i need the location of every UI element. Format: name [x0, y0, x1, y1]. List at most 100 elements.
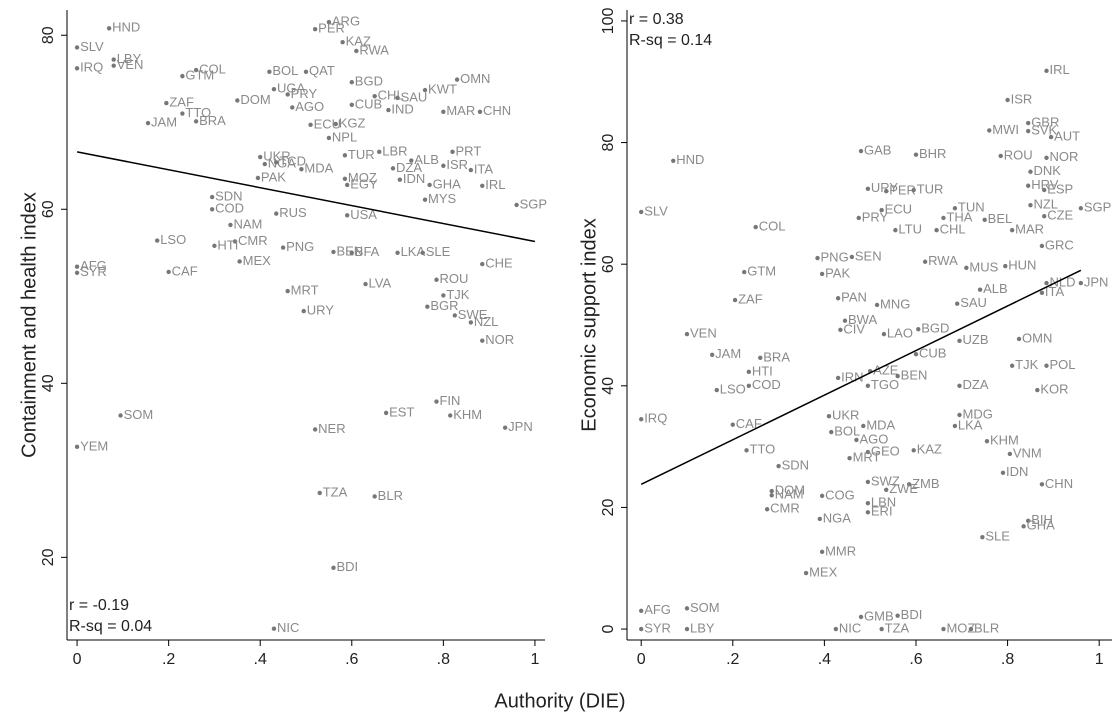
point-label: CHN	[483, 103, 511, 118]
point-label: DNK	[1033, 163, 1061, 178]
point	[819, 271, 825, 277]
point	[326, 19, 332, 25]
point	[957, 412, 962, 418]
x-tick-label: .8	[1001, 651, 1014, 668]
point-label: IND	[391, 102, 413, 117]
point-label: MDG	[962, 406, 992, 421]
point-label: CMR	[770, 501, 800, 516]
point	[977, 287, 983, 292]
point-label: PER	[889, 183, 916, 198]
point-label: KAZ	[346, 34, 371, 49]
point	[865, 510, 871, 515]
point-label: SLE	[985, 529, 1010, 544]
point	[468, 320, 474, 325]
point	[1039, 290, 1045, 295]
point	[684, 626, 690, 632]
x-tick-label: 0	[637, 651, 646, 668]
point	[1042, 187, 1047, 193]
point	[349, 250, 354, 255]
point-label: LKA	[401, 244, 426, 259]
point	[372, 494, 377, 499]
point	[193, 67, 199, 73]
point-label: BEN	[336, 243, 363, 258]
point	[166, 269, 171, 275]
point-label: JAM	[715, 346, 741, 361]
point-label: ZWE	[889, 481, 918, 496]
point-label: HTI	[752, 363, 773, 378]
point-label: UKR	[263, 148, 290, 163]
point-label: ROU	[1004, 147, 1033, 162]
point-label: TGO	[871, 377, 899, 392]
point	[858, 148, 864, 154]
point	[842, 318, 848, 323]
point-label: EGY	[350, 176, 378, 191]
point	[145, 120, 151, 126]
point-label: SYR	[80, 264, 107, 279]
point	[74, 264, 80, 269]
point-label: KOR	[1040, 382, 1068, 397]
point-label: JAM	[151, 115, 177, 130]
point-label: NGA	[823, 510, 852, 525]
x-tick-label: 1	[1095, 651, 1104, 668]
point	[258, 154, 263, 160]
point	[865, 500, 871, 506]
point-label: ZMB	[912, 476, 939, 491]
point	[913, 152, 919, 157]
point-label: CUB	[919, 346, 946, 361]
point-label: NGA	[268, 155, 297, 170]
point	[267, 69, 272, 74]
point	[746, 369, 752, 375]
point	[744, 448, 749, 453]
point	[502, 425, 508, 430]
point-label: VEN	[690, 326, 717, 341]
point	[819, 549, 825, 555]
point-label: MWI	[992, 122, 1019, 137]
point	[957, 383, 962, 389]
point	[290, 105, 295, 110]
point	[345, 213, 350, 218]
point-label: CIV	[843, 321, 865, 336]
point-label: MAR	[1015, 222, 1044, 237]
x-tick-label: .4	[818, 651, 831, 668]
point-label: IRQ	[644, 411, 667, 426]
point-label: NZL	[1033, 197, 1058, 212]
point-label: BLR	[974, 620, 999, 635]
y-tick-label: 80	[40, 26, 57, 44]
point	[180, 111, 185, 116]
point	[1035, 387, 1040, 393]
point-label: KHM	[453, 407, 482, 422]
point-label: SGP	[1084, 200, 1111, 215]
point-label: BDI	[336, 559, 358, 574]
point-label: PRY	[291, 86, 318, 101]
point	[331, 249, 336, 255]
point	[884, 189, 889, 194]
point-label: COG	[825, 487, 855, 502]
point	[377, 149, 382, 155]
point	[742, 269, 747, 275]
point	[118, 413, 123, 418]
point-label: IRL	[485, 177, 505, 192]
point-label: CAF	[736, 416, 762, 431]
point-label: SLV	[80, 39, 104, 54]
point	[847, 455, 852, 461]
point	[819, 493, 825, 499]
point	[434, 399, 439, 404]
point	[964, 265, 969, 271]
point-label: ISR	[446, 157, 468, 172]
point	[952, 423, 958, 429]
point	[826, 414, 832, 419]
point	[209, 207, 215, 212]
point-label: CHE	[485, 256, 513, 271]
point	[111, 63, 116, 68]
point	[434, 277, 439, 282]
point	[684, 606, 690, 611]
point-label: MYS	[428, 191, 457, 206]
point-label: AGO	[859, 431, 888, 446]
point-label: VNM	[1013, 445, 1042, 460]
y-tick-label: 0	[600, 625, 617, 634]
point	[301, 308, 306, 314]
point-label: BGR	[430, 298, 458, 313]
point	[776, 463, 781, 469]
point-label: SDN	[215, 189, 242, 204]
